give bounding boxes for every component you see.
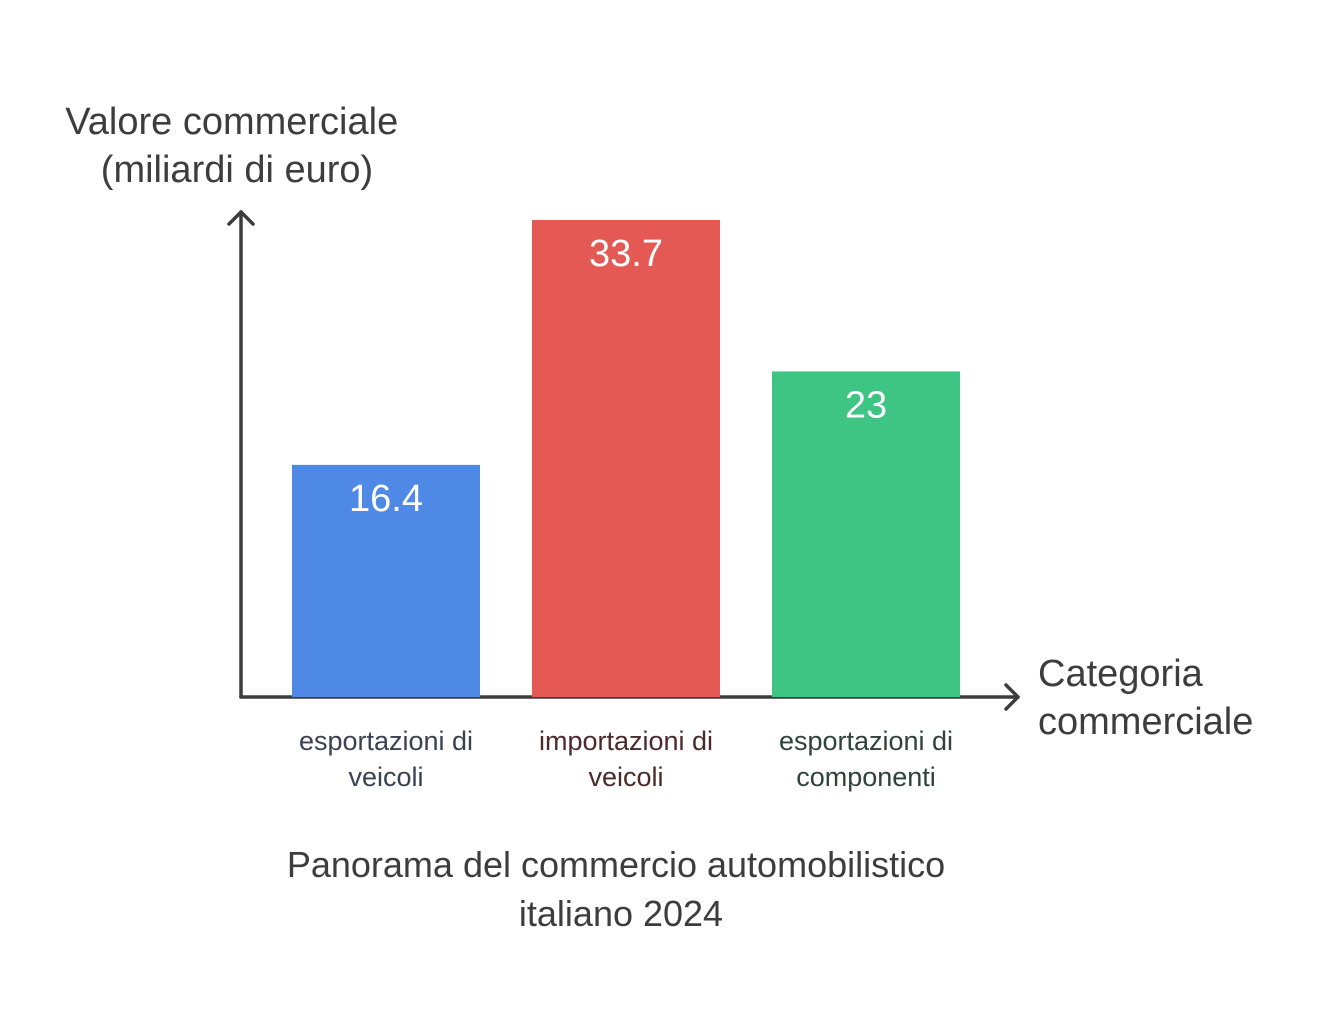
category-label-3-line-1: esportazioni di	[779, 726, 953, 756]
x-axis-title-line-2: commerciale	[1038, 701, 1253, 743]
y-axis-title-line-1: Valore commerciale	[65, 101, 398, 143]
x-axis-title: Categoria commerciale	[1038, 653, 1253, 743]
chart-title-line-1: Panorama del commercio automobilistico	[287, 844, 945, 885]
bar-1	[292, 464, 480, 697]
category-label-1: esportazioni di veicoli	[299, 726, 473, 792]
chart-title: Panorama del commercio automobilistico i…	[287, 844, 955, 934]
category-label-1-line-2: veicoli	[348, 762, 423, 792]
category-label-2-line-1: importazioni di	[539, 726, 713, 756]
y-axis-arrow	[227, 210, 255, 226]
x-axis-title-line-1: Categoria	[1038, 653, 1204, 695]
bars	[292, 220, 960, 697]
category-label-2: importazioni di veicoli	[539, 726, 713, 792]
bar-value-label-1: 16.4	[349, 478, 423, 520]
bar-value-labels: 16.4 33.7 23	[349, 233, 887, 520]
category-label-3: esportazioni di componenti	[779, 726, 953, 792]
bar-value-label-2: 33.7	[589, 233, 663, 275]
category-label-3-line-2: componenti	[796, 762, 936, 792]
bar-3	[772, 371, 960, 697]
category-label-1-line-1: esportazioni di	[299, 726, 473, 756]
bar-value-label-3: 23	[845, 384, 887, 426]
category-labels: esportazioni di veicoli importazioni di vei…	[299, 726, 953, 792]
bar-2	[532, 220, 720, 697]
category-label-2-line-2: veicoli	[588, 762, 663, 792]
y-axis-title-line-2: (miliardi di euro)	[101, 149, 373, 191]
chart-title-line-2: italiano 2024	[519, 893, 723, 934]
y-axis-title: Valore commerciale (miliardi di euro)	[65, 101, 409, 191]
x-axis-arrow	[1004, 683, 1020, 711]
